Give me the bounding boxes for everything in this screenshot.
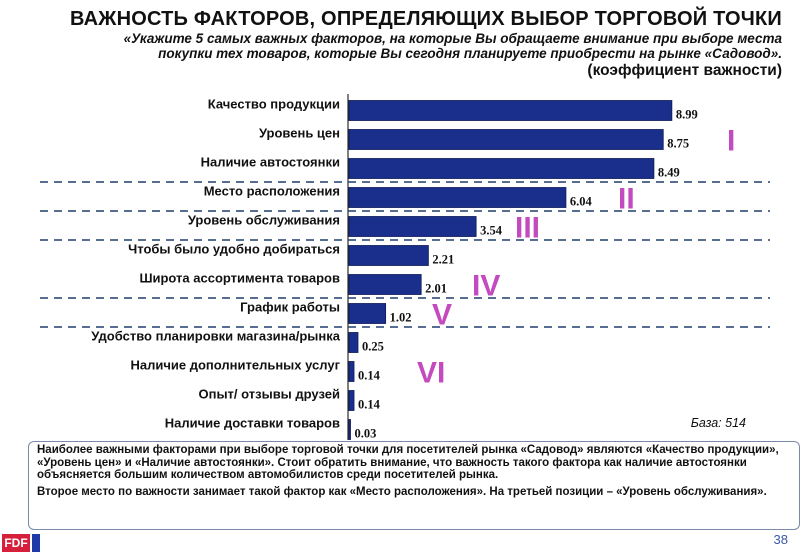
logo-accent [32,534,40,552]
rank-label-4: IV [472,270,500,303]
bar-4 [348,187,567,208]
summary-paragraph-1: Наиболее важными факторами при выборе то… [37,444,779,481]
bar-7 [348,274,422,295]
base-label: База: 514 [690,416,746,430]
value-label-8: 1.02 [390,311,412,325]
value-label-5: 3.54 [480,224,503,238]
bar-10 [348,361,355,382]
bar-chart: Качество продукции 8.99 Уровень цен 8.75 Нал… [40,94,770,441]
category-label-9: Удобство планировки магазина/рынка [91,329,340,344]
value-label-6: 2.21 [432,253,454,267]
summary-paragraph-2: Второе место по важности занимает такой … [37,485,767,498]
question-text: «Укажите 5 самых важных факторов, на кот… [30,31,782,61]
bar-8 [348,303,387,324]
rank-label-5: V [432,299,452,332]
page-title: ВАЖНОСТЬ ФАКТОРОВ, ОПРЕДЕЛЯЮЩИХ ВЫБОР ТО… [70,8,782,30]
category-label-11: Опыт/ отзывы друзей [198,387,340,402]
value-label-3: 8.49 [658,166,680,180]
value-label-7: 2.01 [425,282,447,296]
unit-label: (коэффициент важности) [587,62,782,79]
bar-2 [348,129,664,150]
category-label-12: Наличие доставки товаров [165,416,340,431]
bar-5 [348,216,477,237]
category-label-3: Наличие автостоянки [201,155,340,170]
company-logo: FDF [0,532,44,554]
value-label-9: 0.25 [362,340,384,354]
category-label-1: Качество продукции [208,97,340,112]
category-label-2: Уровень цен [259,126,340,141]
rank-label-6: VI [417,357,445,390]
value-label-12: 0.03 [355,427,377,441]
value-label-11: 0.14 [358,398,381,412]
bar-6 [348,245,429,266]
value-label-2: 8.75 [667,137,689,151]
value-label-4: 6.04 [570,195,593,209]
rank-label-1: I [727,125,735,158]
rank-label-2: II [618,183,635,216]
value-label-10: 0.14 [358,369,381,383]
category-label-6: Чтобы было удобно добираться [128,242,340,257]
category-label-7: Широта ассортимента товаров [139,271,340,286]
question-line-1: «Укажите 5 самых важных факторов, на кот… [123,31,782,46]
value-label-1: 8.99 [676,108,698,122]
category-label-4: Место расположения [204,184,340,199]
bar-9 [348,332,359,353]
category-label-5: Уровень обслуживания [188,213,340,228]
bar-12 [348,419,351,440]
summary-box: Наиболее важными факторами при выборе то… [28,441,800,530]
page-number: 38 [773,532,788,547]
category-label-10: Наличие дополнительных услуг [130,358,340,373]
bar-1 [348,100,673,121]
category-label-8: График работы [240,300,340,315]
bar-11 [348,390,355,411]
rank-label-3: III [515,212,540,245]
bar-3 [348,158,655,179]
question-line-2: покупки тех товаров, которые Вы сегодня … [158,46,782,61]
logo-text: FDF [2,534,30,552]
